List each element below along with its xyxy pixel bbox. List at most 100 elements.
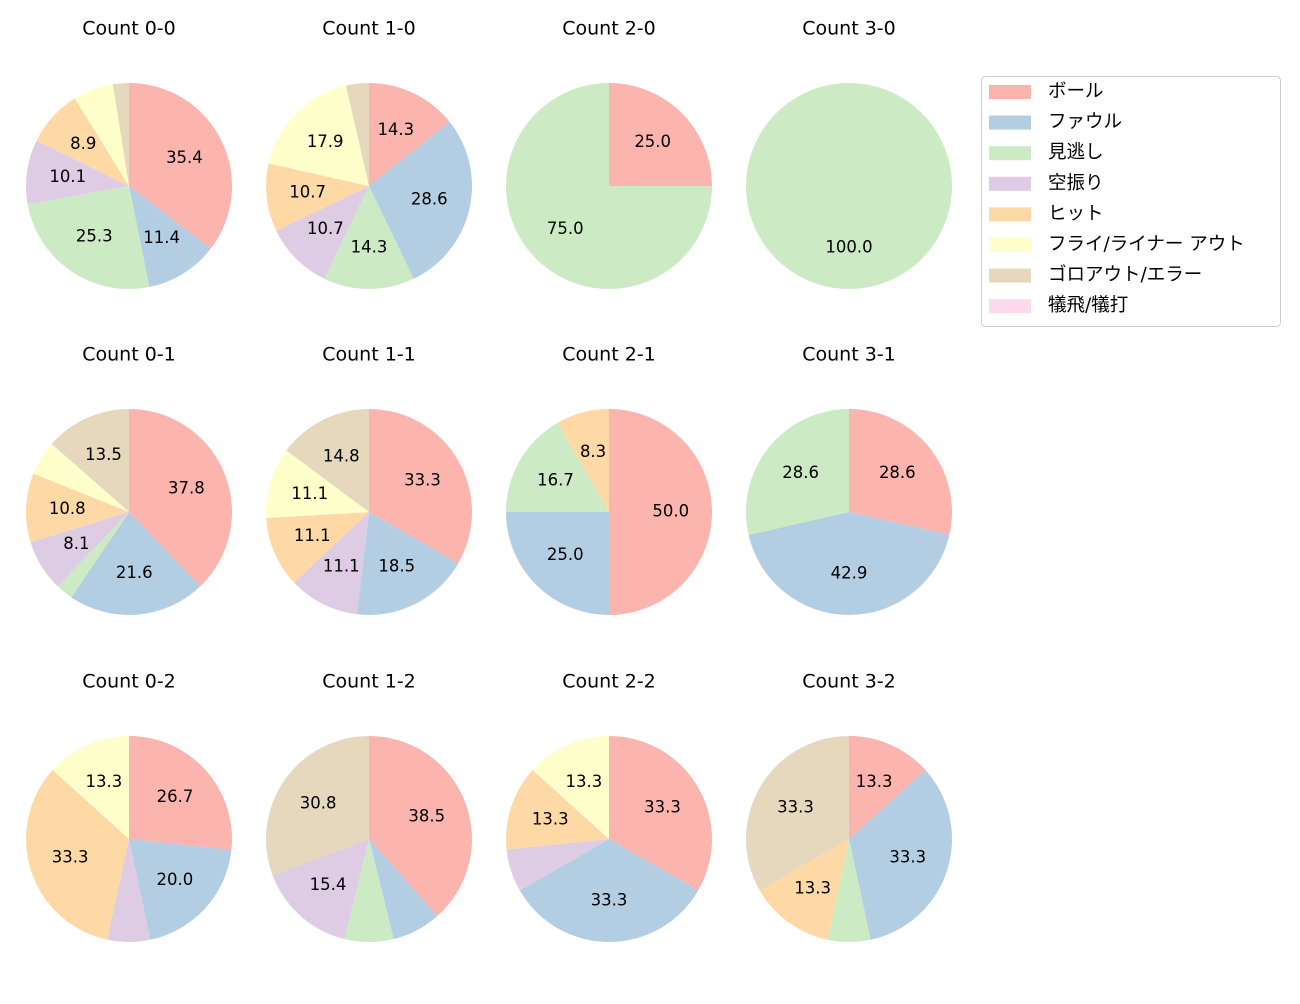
legend-swatch (989, 115, 1031, 130)
value-label: 11.1 (323, 557, 360, 576)
pie-slice (129, 839, 232, 940)
pie-slice (112, 83, 129, 186)
pie-slice (286, 409, 369, 512)
pie-slice (272, 839, 369, 940)
value-label: 30.8 (300, 793, 337, 812)
pie-slice (52, 736, 129, 839)
pie-slice (506, 769, 609, 850)
pie-title: Count 1-1 (322, 344, 416, 366)
value-label: 25.0 (547, 545, 584, 564)
pie-slice (506, 83, 712, 289)
pie-slice (849, 409, 952, 535)
pie-slice (748, 512, 950, 616)
pie-slice (33, 443, 129, 512)
pie-slice (759, 839, 849, 940)
pie-slice (129, 186, 211, 287)
value-label: 28.6 (411, 189, 448, 208)
pie-slice (827, 839, 871, 943)
pie-slice (266, 512, 369, 583)
pie-slice (519, 839, 699, 942)
pie-slice (609, 83, 712, 186)
legend-label: ゴロアウト/エラー (1048, 265, 1202, 286)
value-label: 33.3 (404, 471, 441, 490)
pie-slice (57, 512, 129, 598)
pie-slice (266, 736, 369, 876)
pie-slice (745, 736, 849, 891)
pie-slice (107, 839, 151, 942)
legend-swatch (989, 146, 1031, 161)
legend-label: 犠飛/犠打 (1048, 295, 1128, 316)
value-label: 16.7 (537, 471, 574, 490)
pie-slice (557, 409, 609, 512)
legend-swatch (989, 85, 1031, 99)
pie-slice (357, 512, 459, 615)
pie-slice (369, 839, 438, 940)
value-label: 25.3 (76, 227, 113, 246)
pie-slice (746, 83, 952, 289)
pie-slice (849, 736, 926, 839)
legend-swatch (989, 299, 1031, 314)
value-label: 38.5 (408, 807, 445, 826)
pie-slice (849, 769, 953, 940)
pie-title: Count 3-0 (802, 18, 896, 40)
value-label: 13.3 (532, 809, 569, 828)
pie-slice (345, 83, 369, 186)
value-label: 33.3 (644, 798, 681, 817)
value-label: 8.1 (63, 534, 89, 553)
value-label: 37.8 (168, 478, 205, 497)
value-label: 8.3 (580, 442, 606, 461)
value-label: 17.9 (307, 132, 344, 151)
pie-title: Count 3-2 (802, 671, 896, 693)
pie-slice (369, 409, 472, 564)
pie-slice (344, 839, 394, 942)
pie-slice (266, 450, 369, 518)
legend-swatch (989, 268, 1031, 283)
value-label: 100.0 (825, 237, 872, 256)
pie-slice (26, 769, 129, 940)
value-label: 11.4 (143, 228, 180, 247)
pie-slice (36, 98, 129, 186)
value-label: 50.0 (652, 502, 689, 521)
pie-slice (506, 422, 609, 512)
pie-slice (369, 736, 472, 917)
pie-title: Count 2-1 (562, 344, 656, 366)
value-label: 13.3 (794, 878, 831, 897)
value-label: 10.1 (49, 167, 86, 186)
value-label: 14.3 (377, 120, 414, 139)
pie-slice (369, 121, 473, 279)
value-label: 35.4 (166, 148, 203, 167)
value-label: 33.3 (591, 890, 628, 909)
pie-slice (369, 83, 450, 186)
value-label: 10.8 (49, 499, 86, 518)
pie-slice (129, 83, 232, 249)
value-label: 13.5 (85, 445, 122, 464)
pie-slice (324, 186, 414, 289)
pie-title: Count 0-1 (82, 344, 176, 366)
pie-title: Count 2-0 (562, 18, 656, 40)
value-label: 10.7 (289, 183, 326, 202)
pie-slice (51, 409, 129, 512)
legend-box (981, 76, 1281, 327)
pie-slice (129, 409, 232, 587)
pie-slice (26, 473, 130, 543)
value-label: 13.3 (566, 772, 603, 791)
value-label: 10.7 (307, 219, 344, 238)
legend-label: 空振り (1048, 173, 1104, 194)
legend-swatch (989, 207, 1031, 222)
value-label: 25.0 (634, 132, 671, 151)
value-label: 8.9 (70, 134, 96, 153)
pie-title: Count 0-2 (82, 671, 176, 693)
pie-title: Count 0-0 (82, 18, 176, 40)
pie-title: Count 2-2 (562, 671, 656, 693)
value-label: 21.6 (116, 563, 153, 582)
legend-swatch (989, 238, 1031, 252)
value-label: 11.1 (291, 484, 328, 503)
value-label: 11.1 (294, 526, 331, 545)
pie-slice (276, 186, 369, 279)
legend-label: 見逃し (1048, 142, 1104, 163)
pie-slice (71, 512, 201, 615)
pie-slice (74, 84, 129, 186)
value-label: 15.4 (310, 875, 347, 894)
pie-slice (609, 409, 712, 615)
